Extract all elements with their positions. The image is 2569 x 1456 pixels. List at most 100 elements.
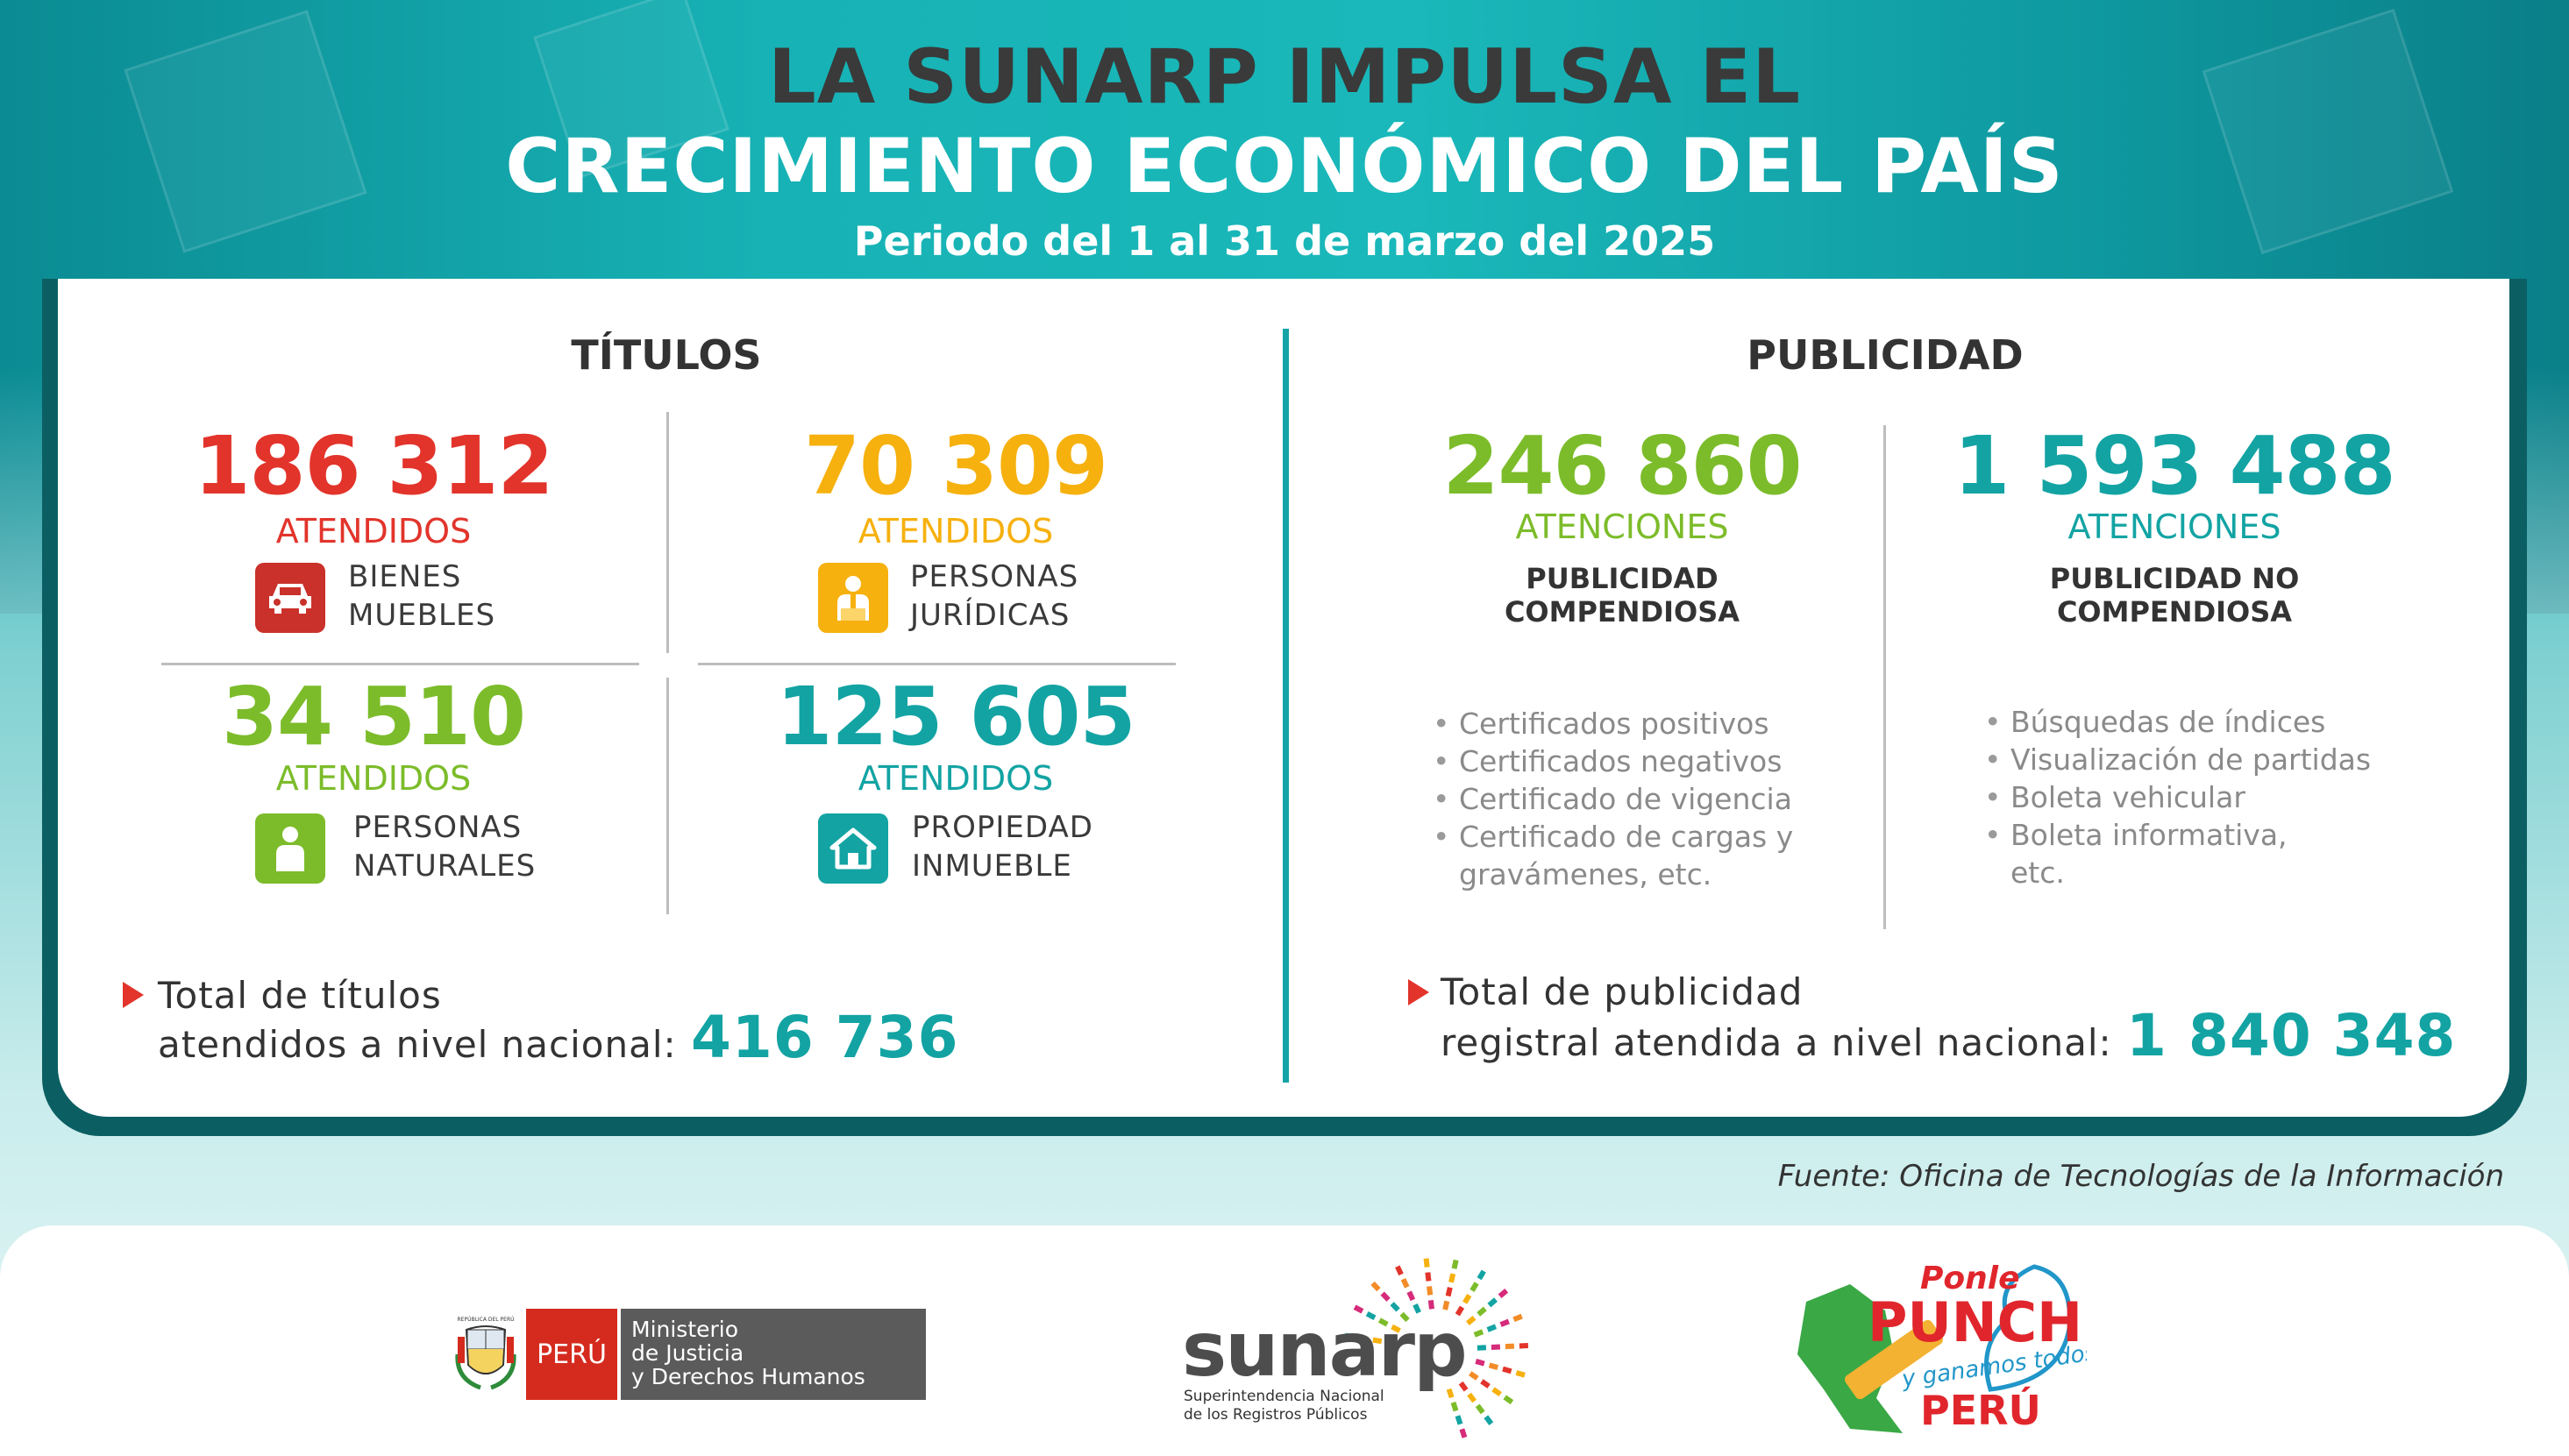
campaign-line-2: PUNCHE	[1868, 1290, 2087, 1354]
section-divider	[1283, 329, 1289, 1083]
burst-dot	[1459, 1428, 1468, 1438]
footer	[0, 1225, 2569, 1456]
burst-dot	[1498, 1288, 1509, 1299]
burst-dot	[1380, 1291, 1391, 1302]
total-publicidad-value: 1 840 348	[2126, 1002, 2457, 1069]
list-item: Certificado de vigencia	[1433, 780, 1793, 818]
list-item: gravámenes, etc.	[1459, 857, 1712, 891]
burst-dot	[1455, 1415, 1463, 1425]
house-icon	[818, 813, 888, 884]
total-titulos-arrow-icon	[123, 982, 144, 1008]
burst-dot	[1406, 1290, 1416, 1302]
publicidad-compendiosa-value: 246 860	[1442, 419, 1802, 513]
list-item: Certificados positivos	[1433, 705, 1793, 742]
list-item: Boleta informativa,	[1984, 816, 2371, 854]
publicidad-vertical-divider	[1883, 425, 1886, 929]
burst-dot	[1475, 1359, 1485, 1367]
personas-naturales-value: 34 510	[221, 670, 526, 764]
campaign-line-4: PERÚ	[1920, 1387, 2041, 1434]
minjus-logo: REPÚBLICA DEL PERÚ PERÚ Ministerio de Ju…	[452, 1309, 926, 1400]
publicidad-compendiosa-label-2: COMPENDIOSA	[1504, 595, 1740, 629]
list-item: Visualización de partidas	[1984, 741, 2371, 778]
titulos-horizontal-divider	[161, 663, 639, 665]
titulos-horizontal-divider	[698, 663, 1176, 665]
burst-dot	[1427, 1286, 1434, 1296]
burst-dot	[1448, 1273, 1456, 1283]
burst-dot	[1344, 1332, 1355, 1340]
publicidad-compendiosa-label-1: PUBLICIDAD	[1526, 562, 1719, 595]
burst-dot	[1486, 1324, 1498, 1332]
burst-dot	[1512, 1313, 1523, 1323]
burst-dot	[1477, 1345, 1487, 1351]
burst-dot	[1353, 1304, 1364, 1314]
total-titulos-label-1: Total de títulos	[158, 974, 442, 1017]
burst-dot	[1487, 1297, 1498, 1308]
burst-dot	[1395, 1265, 1404, 1276]
burst-dot	[1365, 1311, 1377, 1320]
burst-dot	[1462, 1293, 1472, 1304]
burst-dot	[1423, 1258, 1430, 1268]
burst-dot	[1491, 1387, 1502, 1397]
list-item: etc.	[2010, 856, 2065, 890]
burst-dot	[1475, 1403, 1485, 1415]
burst-dot	[1450, 1402, 1459, 1412]
burst-dot	[1451, 1259, 1459, 1269]
source-note: Fuente: Oficina de Tecnologías de la Inf…	[1777, 1159, 2504, 1194]
business-person-icon	[818, 563, 888, 633]
personas-juridicas-label: PERSONAS JURÍDICAS	[910, 559, 1079, 633]
burst-dot	[1445, 1287, 1453, 1297]
car-icon	[255, 563, 325, 633]
title-line-1: LA SUNARP IMPULSA EL	[767, 33, 1802, 121]
publicidad-no-compendiosa-label-1: PUBLICIDAD NO	[2049, 562, 2300, 595]
burst-dot	[1480, 1379, 1491, 1389]
personas-juridicas-value: 70 309	[803, 419, 1108, 513]
bienes-muebles-unit: ATENDIDOS	[275, 512, 472, 550]
list-item: Búsquedas de índices	[1984, 703, 2371, 741]
bienes-muebles-label: BIENES MUEBLES	[348, 559, 496, 633]
burst-dot	[1377, 1318, 1389, 1327]
burst-dot	[1473, 1329, 1484, 1338]
burst-dot	[1442, 1300, 1450, 1310]
titulos-heading: TÍTULOS	[571, 331, 762, 379]
header: LA SUNARP IMPULSA EL CRECIMIENTO ECONÓMI…	[0, 33, 2569, 265]
burst-dot	[1458, 1381, 1469, 1392]
burst-dot	[1477, 1269, 1486, 1281]
burst-dot	[1400, 1278, 1410, 1289]
titulos-vertical-divider	[666, 412, 669, 653]
personas-naturales-unit: ATENDIDOS	[275, 759, 472, 798]
publicidad-heading: PUBLICIDAD	[1747, 331, 2024, 379]
publicidad-no-compendiosa-label-2: COMPENDIOSA	[2056, 595, 2293, 629]
burst-dot	[1467, 1392, 1477, 1403]
burst-dot	[1484, 1415, 1494, 1426]
ministry-name: Ministerio de Justicia y Derechos Humano…	[621, 1309, 926, 1400]
burst-dot	[1491, 1344, 1501, 1350]
propiedad-inmueble-label: PROPIEDAD INMUEBLE	[912, 810, 1093, 884]
burst-dot	[1502, 1366, 1512, 1374]
burst-dot	[1370, 1281, 1381, 1292]
burst-dot	[1515, 1370, 1526, 1378]
total-titulos-value: 416 736	[691, 1004, 959, 1071]
burst-dot	[1465, 1315, 1477, 1326]
burst-dot	[1519, 1342, 1529, 1349]
period-subtitle: Periodo del 1 al 31 de marzo del 2025	[853, 217, 1716, 265]
burst-dot	[1358, 1335, 1369, 1342]
list-item: Certificado de cargas y	[1433, 818, 1793, 856]
publicidad-no-compendiosa-value: 1 593 488	[1953, 419, 2395, 513]
total-publicidad-arrow-icon	[1408, 979, 1429, 1005]
burst-dot	[1470, 1282, 1479, 1292]
personas-juridicas-unit: ATENDIDOS	[858, 512, 1054, 550]
total-titulos-label-2: atendidos a nivel nacional:	[158, 1023, 677, 1066]
peru-label: PERÚ	[526, 1309, 617, 1400]
bienes-muebles-value: 186 312	[194, 419, 553, 513]
personas-naturales-label: PERSONAS NATURALES	[353, 810, 537, 884]
publicidad-compendiosa-list: Certificados positivos Certificados nega…	[1433, 705, 1793, 893]
sunarp-burst-icon	[1344, 1258, 1529, 1438]
burst-dot	[1386, 1339, 1397, 1346]
person-icon	[255, 813, 325, 884]
coat-of-arms-icon: REPÚBLICA DEL PERÚ	[452, 1309, 519, 1400]
burst-dot	[1499, 1318, 1510, 1327]
svg-text:REPÚBLICA DEL PERÚ: REPÚBLICA DEL PERÚ	[457, 1317, 514, 1323]
burst-dot	[1455, 1305, 1465, 1317]
publicidad-compendiosa-unit: ATENCIONES	[1515, 508, 1729, 546]
burst-dot	[1446, 1388, 1455, 1399]
